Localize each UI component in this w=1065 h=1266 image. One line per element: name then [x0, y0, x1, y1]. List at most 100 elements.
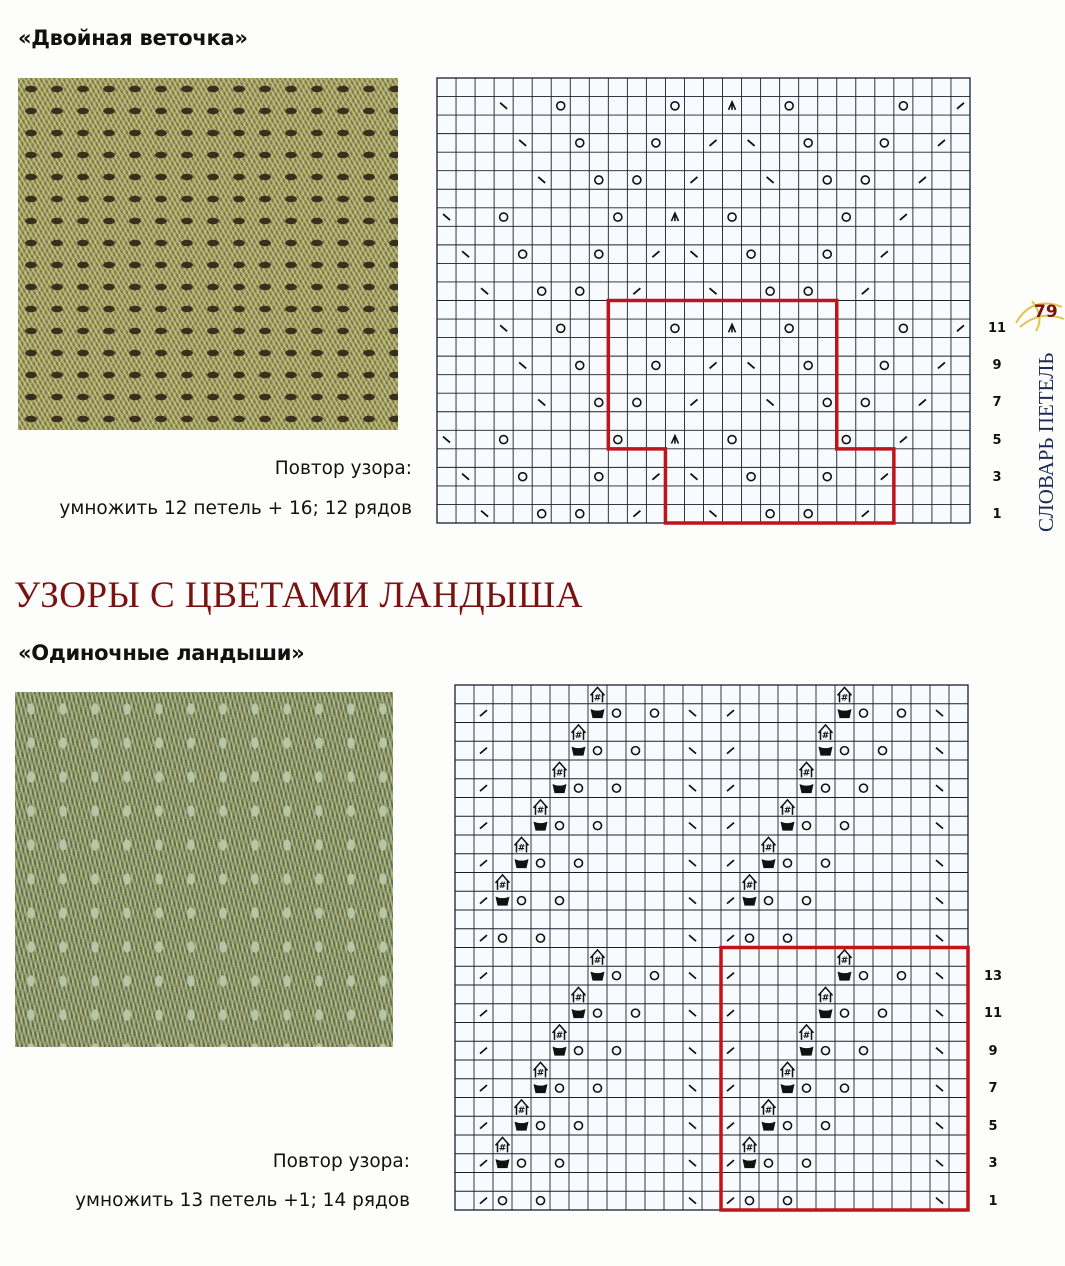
right-decrease-symbol: [651, 472, 660, 481]
yarn-over-symbol: [803, 508, 813, 519]
yarn-over-symbol: [498, 212, 509, 222]
left-decrease-symbol: [935, 784, 944, 792]
lily-bell-symbol: [818, 746, 833, 756]
svg-text:#: #: [803, 768, 811, 778]
yarn-over-symbol: [839, 1083, 850, 1093]
lily-bell-symbol: [514, 859, 529, 869]
yarn-over-symbol: [763, 895, 774, 906]
lily-bell-symbol: [742, 896, 757, 906]
repeat-label: Повтор узора:: [274, 458, 412, 479]
yarn-over-symbol: [611, 970, 622, 981]
right-decrease-symbol: [479, 934, 488, 942]
left-decrease-symbol: [518, 361, 527, 370]
yarn-over-symbol: [574, 138, 585, 148]
yarn-over-symbol: [858, 1045, 869, 1056]
yarn-over-symbol: [877, 745, 888, 756]
svg-text:#: #: [537, 1068, 545, 1078]
lily-bobble-symbol: #: [798, 761, 815, 778]
left-decrease-symbol: [689, 250, 699, 258]
yarn-over-symbol: [573, 858, 584, 868]
left-decrease-symbol: [747, 361, 756, 370]
right-decrease-symbol: [689, 398, 699, 407]
yarn-over-symbol: [594, 471, 604, 482]
right-decrease-symbol: [726, 896, 735, 905]
yarn-over-symbol: [554, 1158, 565, 1168]
lily-bobble-symbol: #: [760, 1098, 777, 1116]
right-decrease-symbol: [726, 971, 735, 980]
yarn-over-symbol: [573, 783, 584, 793]
right-decrease-symbol: [918, 176, 927, 184]
lily-bell-symbol: [552, 784, 567, 794]
yarn-over-symbol: [763, 1158, 774, 1168]
lily-bell-symbol: [514, 1121, 529, 1131]
yarn-over-symbol: [727, 212, 737, 222]
yarn-over-symbol: [820, 783, 831, 793]
knitted-swatch-photo-single-lilies: [15, 692, 393, 1047]
right-decrease-symbol: [479, 709, 488, 717]
yarn-over-symbol: [554, 1083, 565, 1093]
right-decrease-symbol: [632, 510, 641, 518]
left-decrease-symbol: [935, 1009, 944, 1017]
svg-text:#: #: [841, 693, 849, 703]
left-decrease-symbol: [688, 746, 697, 755]
svg-text:#: #: [746, 1143, 754, 1153]
yarn-over-symbol: [554, 820, 565, 831]
yarn-over-symbol: [822, 397, 833, 408]
lily-bobble-symbol: #: [570, 986, 587, 1003]
right-decrease-symbol: [479, 821, 488, 830]
yarn-over-symbol: [784, 323, 794, 334]
right-decrease-symbol: [632, 287, 641, 295]
right-decrease-symbol: [726, 746, 735, 755]
row-number-label: 5: [988, 1118, 998, 1134]
left-decrease-symbol: [442, 435, 451, 444]
lily-bobble-symbol: #: [589, 686, 606, 703]
lily-bobble-symbol: #: [570, 723, 587, 741]
right-decrease-symbol: [479, 1196, 488, 1205]
right-decrease-symbol: [861, 287, 870, 295]
right-decrease-symbol: [479, 1121, 488, 1130]
yarn-over-symbol: [517, 249, 528, 259]
row-number-label: 7: [988, 1081, 998, 1097]
lily-bobble-symbol: #: [532, 1061, 549, 1078]
lily-bell-symbol: [799, 1046, 814, 1056]
right-decrease-symbol: [726, 784, 735, 792]
right-decrease-symbol: [479, 1159, 488, 1167]
lily-bobble-symbol: #: [817, 986, 834, 1003]
left-decrease-symbol: [935, 1046, 944, 1055]
right-decrease-symbol: [651, 250, 660, 258]
yarn-over-symbol: [822, 249, 833, 259]
svg-text:#: #: [518, 1106, 526, 1116]
yarn-over-symbol: [877, 1008, 888, 1018]
yarn-over-symbol: [497, 933, 508, 943]
pattern-repeat-outline: [606, 298, 896, 525]
yarn-over-symbol: [765, 508, 775, 519]
right-decrease-symbol: [726, 859, 735, 867]
lily-bell-symbol: [742, 1159, 757, 1169]
pattern-title-single-lilies: «Одиночные ландыши»: [18, 641, 305, 665]
left-decrease-symbol: [480, 287, 489, 295]
yarn-over-symbol: [746, 249, 756, 259]
yarn-over-symbol: [574, 286, 585, 297]
central-double-decrease-symbol: [727, 99, 737, 111]
right-decrease-symbol: [726, 934, 735, 942]
right-decrease-symbol: [726, 1196, 735, 1205]
lily-bobble-symbol: #: [494, 873, 511, 891]
yarn-over-symbol: [858, 970, 869, 981]
left-decrease-symbol: [935, 1084, 944, 1092]
lily-bell-symbol: [533, 821, 548, 831]
right-decrease-symbol: [937, 361, 946, 370]
left-decrease-symbol: [518, 139, 527, 147]
yarn-over-symbol: [613, 212, 623, 222]
right-decrease-symbol: [726, 1084, 735, 1092]
yarn-over-symbol: [822, 471, 833, 482]
lily-bobble-symbol: #: [513, 836, 530, 853]
left-decrease-symbol: [688, 784, 697, 792]
yarn-over-symbol: [651, 360, 661, 371]
row-number-label: 11: [983, 1006, 1003, 1022]
svg-text:#: #: [784, 1068, 792, 1078]
pattern-repeat-outline: [719, 945, 970, 1212]
yarn-over-symbol: [803, 360, 813, 371]
yarn-over-symbol: [613, 434, 623, 445]
lily-bell-symbol: [495, 896, 510, 906]
lily-bobble-symbol: #: [798, 1023, 815, 1041]
